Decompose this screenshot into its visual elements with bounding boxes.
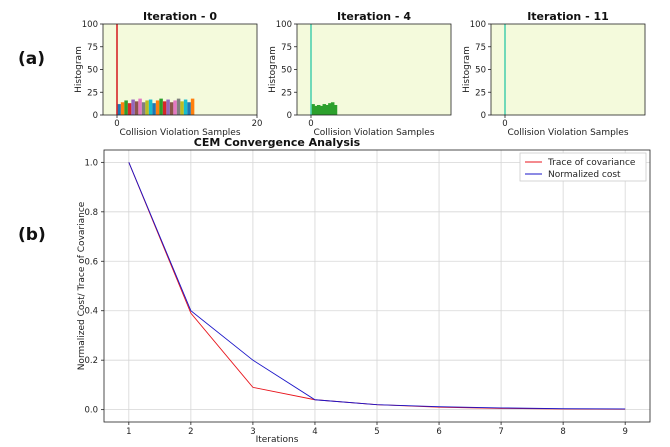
histogram-bar <box>166 99 170 115</box>
y-tick-label: 50 <box>281 66 292 76</box>
histogram-bar <box>120 102 125 115</box>
histogram-bar <box>169 102 174 115</box>
y-tick-label: 0.4 <box>84 307 98 317</box>
histogram-bar <box>325 104 329 115</box>
y-tick-label: 25 <box>475 88 486 98</box>
x-tick-label: 2 <box>188 427 193 437</box>
histogram-bar <box>311 104 315 115</box>
plot-background <box>297 24 451 115</box>
x-tick-label: 5 <box>374 427 379 437</box>
histogram-bar <box>187 102 191 115</box>
histogram-spike <box>116 24 118 115</box>
x-axis-label: Collision Violation Samples <box>313 128 434 138</box>
histogram-bar <box>159 98 163 115</box>
chart-title: Iteration - 0 <box>143 10 217 23</box>
histogram-bar <box>319 105 324 115</box>
y-tick-label: 50 <box>87 66 98 76</box>
histogram-bar <box>131 99 135 115</box>
y-tick-label: 0 <box>481 111 486 121</box>
x-tick-label: 4 <box>312 427 317 437</box>
histogram-bar <box>180 101 184 115</box>
histogram-iteration-0: 0 25 50 75 100 0 20 Iteration - 0 Collision Viol… <box>74 10 262 138</box>
histogram-bar <box>155 100 160 115</box>
x-axis-label: Iterations <box>256 435 299 445</box>
histogram-bar <box>148 99 153 115</box>
x-tick-label: 20 <box>252 119 263 129</box>
y-axis-label: Histogram <box>74 46 84 93</box>
x-tick-label: 8 <box>560 427 565 437</box>
y-tick-label: 75 <box>281 43 292 53</box>
y-tick-label: 25 <box>281 88 292 98</box>
plot-background <box>491 24 645 115</box>
legend-label: Normalized cost <box>548 170 621 180</box>
y-axis-label: Histogram <box>268 46 278 93</box>
y-axis-label: Normalized Cost/ Trace of Covariance <box>77 201 87 370</box>
histogram-bar <box>124 100 128 115</box>
x-axis-label: Collision Violation Samples <box>119 128 240 138</box>
histogram-bar <box>117 104 121 115</box>
x-tick-label: 6 <box>436 427 441 437</box>
y-tick-label: 1.0 <box>84 158 98 168</box>
y-tick-label: 100 <box>82 20 98 30</box>
histogram-bar <box>138 98 142 115</box>
x-tick-label: 0 <box>502 119 507 129</box>
histogram-bar <box>183 99 188 115</box>
y-tick-label: 75 <box>475 43 486 53</box>
histogram-spike <box>504 24 506 115</box>
convergence-line-chart: 0.0 0.2 0.4 0.6 0.8 1.0 1 2 3 4 5 6 7 8 9 CEM Convergen… <box>77 136 651 445</box>
y-axis-label: Histogram <box>462 46 472 93</box>
histogram-bar <box>176 98 181 115</box>
histogram-iteration-11: 0 25 50 75 100 0 Iteration - 11 Collision Viola… <box>462 10 646 138</box>
histogram-bar <box>134 101 139 115</box>
y-tick-label: 0.6 <box>84 257 98 267</box>
y-tick-label: 0 <box>287 111 292 121</box>
histogram-bar <box>190 98 195 115</box>
chart-title: Iteration - 11 <box>527 10 609 23</box>
histogram-bar <box>141 102 146 115</box>
histogram-bar <box>173 100 177 115</box>
legend-box <box>519 152 647 182</box>
histogram-spike <box>310 24 312 115</box>
y-tick-label: 0.0 <box>84 406 98 416</box>
x-tick-label: 3 <box>250 427 255 437</box>
histogram-bar <box>314 105 318 115</box>
legend-label: Trace of covariance <box>547 158 636 168</box>
histogram-bar <box>333 104 338 115</box>
histogram-iteration-4: 0 25 50 75 100 0 Iteration - 4 Collision Violat… <box>268 10 452 138</box>
x-tick-label: 1 <box>126 427 131 437</box>
x-tick-label: 9 <box>622 427 627 437</box>
y-tick-label: 25 <box>87 88 98 98</box>
y-tick-label: 50 <box>475 66 486 76</box>
y-tick-label: 0.8 <box>84 208 98 218</box>
histogram-bar <box>127 103 132 115</box>
x-tick-label: 0 <box>114 119 119 129</box>
histogram-bar <box>328 103 332 115</box>
legend: Trace of covariance Normalized cost <box>519 152 647 182</box>
series-line-normalized-cost <box>128 162 626 410</box>
panel-label-b: (b) <box>18 225 46 245</box>
x-tick-label: 7 <box>498 427 503 437</box>
y-tick-label: 100 <box>470 20 486 30</box>
histogram-bar <box>145 100 149 115</box>
panel-label-a: (a) <box>18 49 45 69</box>
x-tick-label: 0 <box>308 119 313 129</box>
y-tick-label: 0 <box>93 111 98 121</box>
x-axis-label: Collision Violation Samples <box>507 128 628 138</box>
histogram-bar <box>330 102 335 115</box>
y-tick-label: 75 <box>87 43 98 53</box>
histogram-bar <box>152 103 156 115</box>
y-tick-label: 100 <box>276 20 292 30</box>
chart-title: CEM Convergence Analysis <box>194 136 361 149</box>
histogram-bar <box>316 104 321 115</box>
histogram-bar <box>322 104 327 115</box>
histogram-bar <box>162 101 167 115</box>
y-tick-label: 0.2 <box>84 356 98 366</box>
chart-title: Iteration - 4 <box>337 10 411 23</box>
